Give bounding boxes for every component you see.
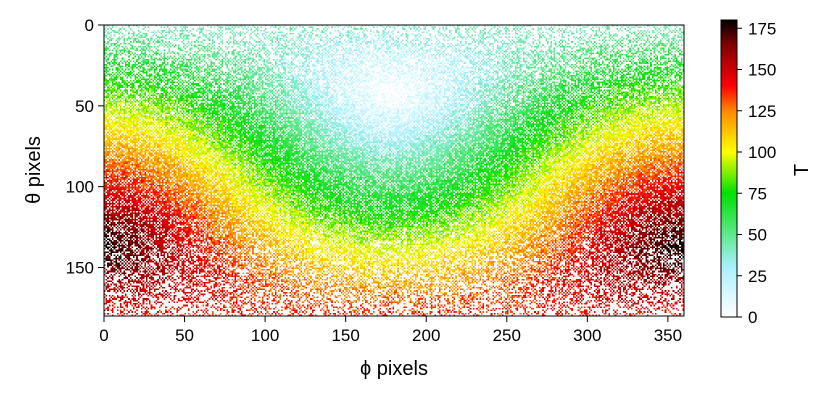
colorbar-label: T xyxy=(791,164,813,176)
colorbar-tick-label: 150 xyxy=(748,61,776,80)
y-axis-label: θ pixels xyxy=(23,136,45,204)
heatmap-plot xyxy=(104,25,684,316)
y-tick-label: 150 xyxy=(66,259,94,278)
plot-frame xyxy=(103,24,685,317)
x-tick-label: 150 xyxy=(331,326,359,345)
y-tick-label: 100 xyxy=(66,178,94,197)
x-tick-label: 300 xyxy=(573,326,601,345)
x-tick-label: 200 xyxy=(412,326,440,345)
colorbar-ticks: 0 25 50 75 100 125 150 175 xyxy=(737,19,776,327)
colorbar-tick-label: 50 xyxy=(748,226,767,245)
y-tick-label: 0 xyxy=(85,16,94,35)
heatmap-image xyxy=(104,25,684,316)
x-tick-label: 50 xyxy=(175,326,194,345)
y-axis-ticks: 0 50 100 150 xyxy=(66,16,104,278)
x-tick-label: 0 xyxy=(99,326,108,345)
x-axis-label: ϕ pixels xyxy=(360,358,428,380)
y-tick-label: 50 xyxy=(75,97,94,116)
colorbar-tick-label: 25 xyxy=(748,267,767,286)
colorbar xyxy=(720,19,738,318)
colorbar-tick-label: 125 xyxy=(748,102,776,121)
colorbar-tick-label: 100 xyxy=(748,143,776,162)
colorbar-tick-label: 175 xyxy=(748,19,776,38)
x-tick-label: 350 xyxy=(654,326,682,345)
x-axis-ticks: 0 50 100 150 200 250 300 350 xyxy=(99,316,682,345)
colorbar-tick-label: 75 xyxy=(748,184,767,203)
colorbar-tick-label: 0 xyxy=(748,308,757,327)
x-tick-label: 250 xyxy=(493,326,521,345)
x-tick-label: 100 xyxy=(251,326,279,345)
